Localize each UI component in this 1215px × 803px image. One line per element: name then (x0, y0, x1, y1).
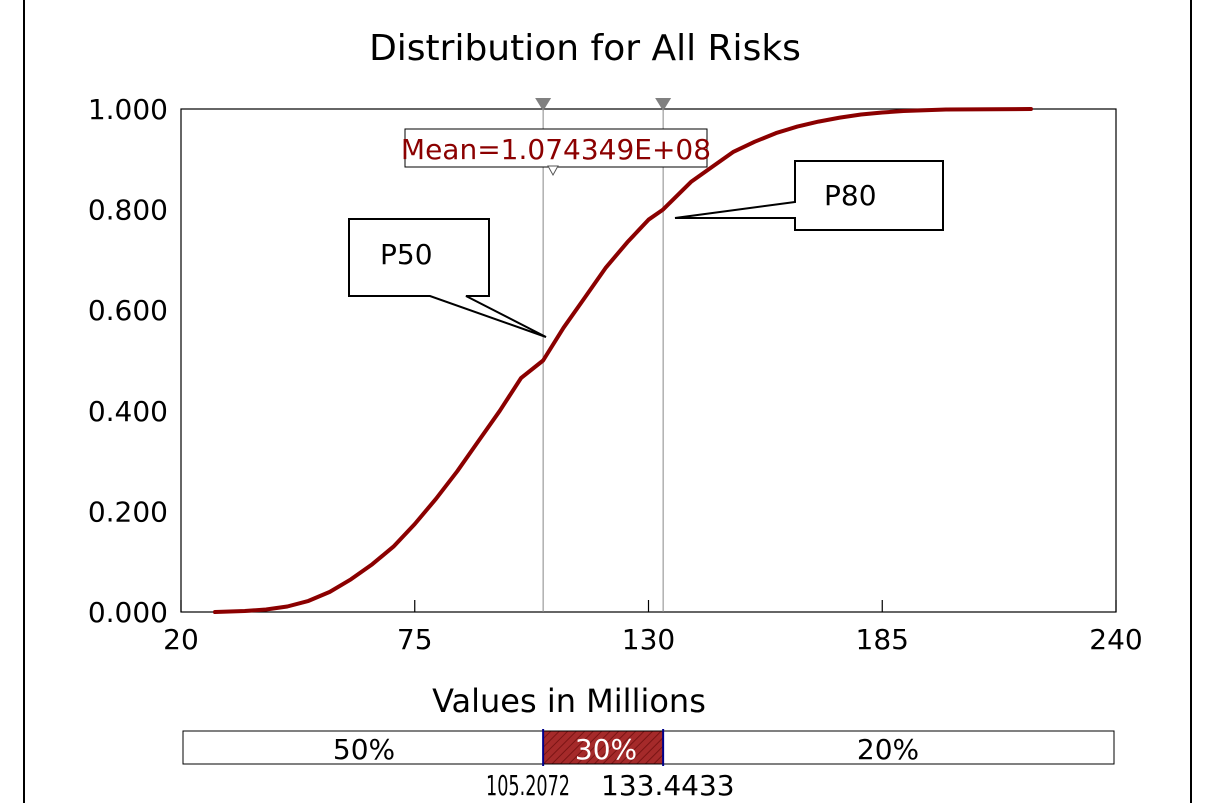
band-low-value: 105.2072 (486, 769, 570, 802)
mean-label: Mean=1.074349E+08 (401, 133, 711, 166)
y-axis: 0.000 0.200 0.400 0.600 0.800 1.000 (88, 93, 168, 629)
percentile-band: 50% 30% 20% 105.2072 133.4433 (182, 729, 1115, 802)
y-tick-label: 1.000 (88, 93, 168, 126)
mean-pointer-icon (547, 165, 559, 177)
y-tick-label: 0.400 (88, 395, 168, 428)
percentile-markers (535, 98, 672, 612)
callout-p80-label: P80 (824, 179, 877, 212)
callout-p50-label: P50 (380, 238, 433, 271)
mean-label-box (404, 128, 708, 168)
y-tick-label: 0.800 (88, 194, 168, 227)
x-tick-label: 20 (163, 623, 199, 656)
callout-p50: P50 (348, 218, 547, 338)
callout-p80: P80 (674, 160, 944, 231)
plot-area (180, 108, 1117, 613)
y-tick-label: 0.600 (88, 294, 168, 327)
x-axis: 20 75 130 185 240 (163, 600, 1143, 656)
x-tick-label: 185 (856, 623, 909, 656)
x-tick-label: 75 (397, 623, 433, 656)
band-high-value: 133.4433 (601, 769, 735, 802)
x-tick-label: 240 (1089, 623, 1142, 656)
y-tick-label: 0.200 (88, 495, 168, 528)
marker-triangle-icon[interactable] (535, 98, 552, 111)
y-tick-label: 0.000 (88, 596, 168, 629)
band-right-pct: 20% (857, 733, 919, 766)
x-axis-label: Values in Millions (432, 682, 706, 720)
x-tick-label: 130 (622, 623, 675, 656)
chart-title: Distribution for All Risks (369, 28, 801, 69)
band-left-pct: 50% (333, 733, 395, 766)
cdf-curve (213, 107, 1033, 614)
band-mid-segment (542, 730, 664, 765)
marker-triangle-icon[interactable] (655, 98, 672, 111)
band-mid-pct: 30% (575, 733, 637, 766)
